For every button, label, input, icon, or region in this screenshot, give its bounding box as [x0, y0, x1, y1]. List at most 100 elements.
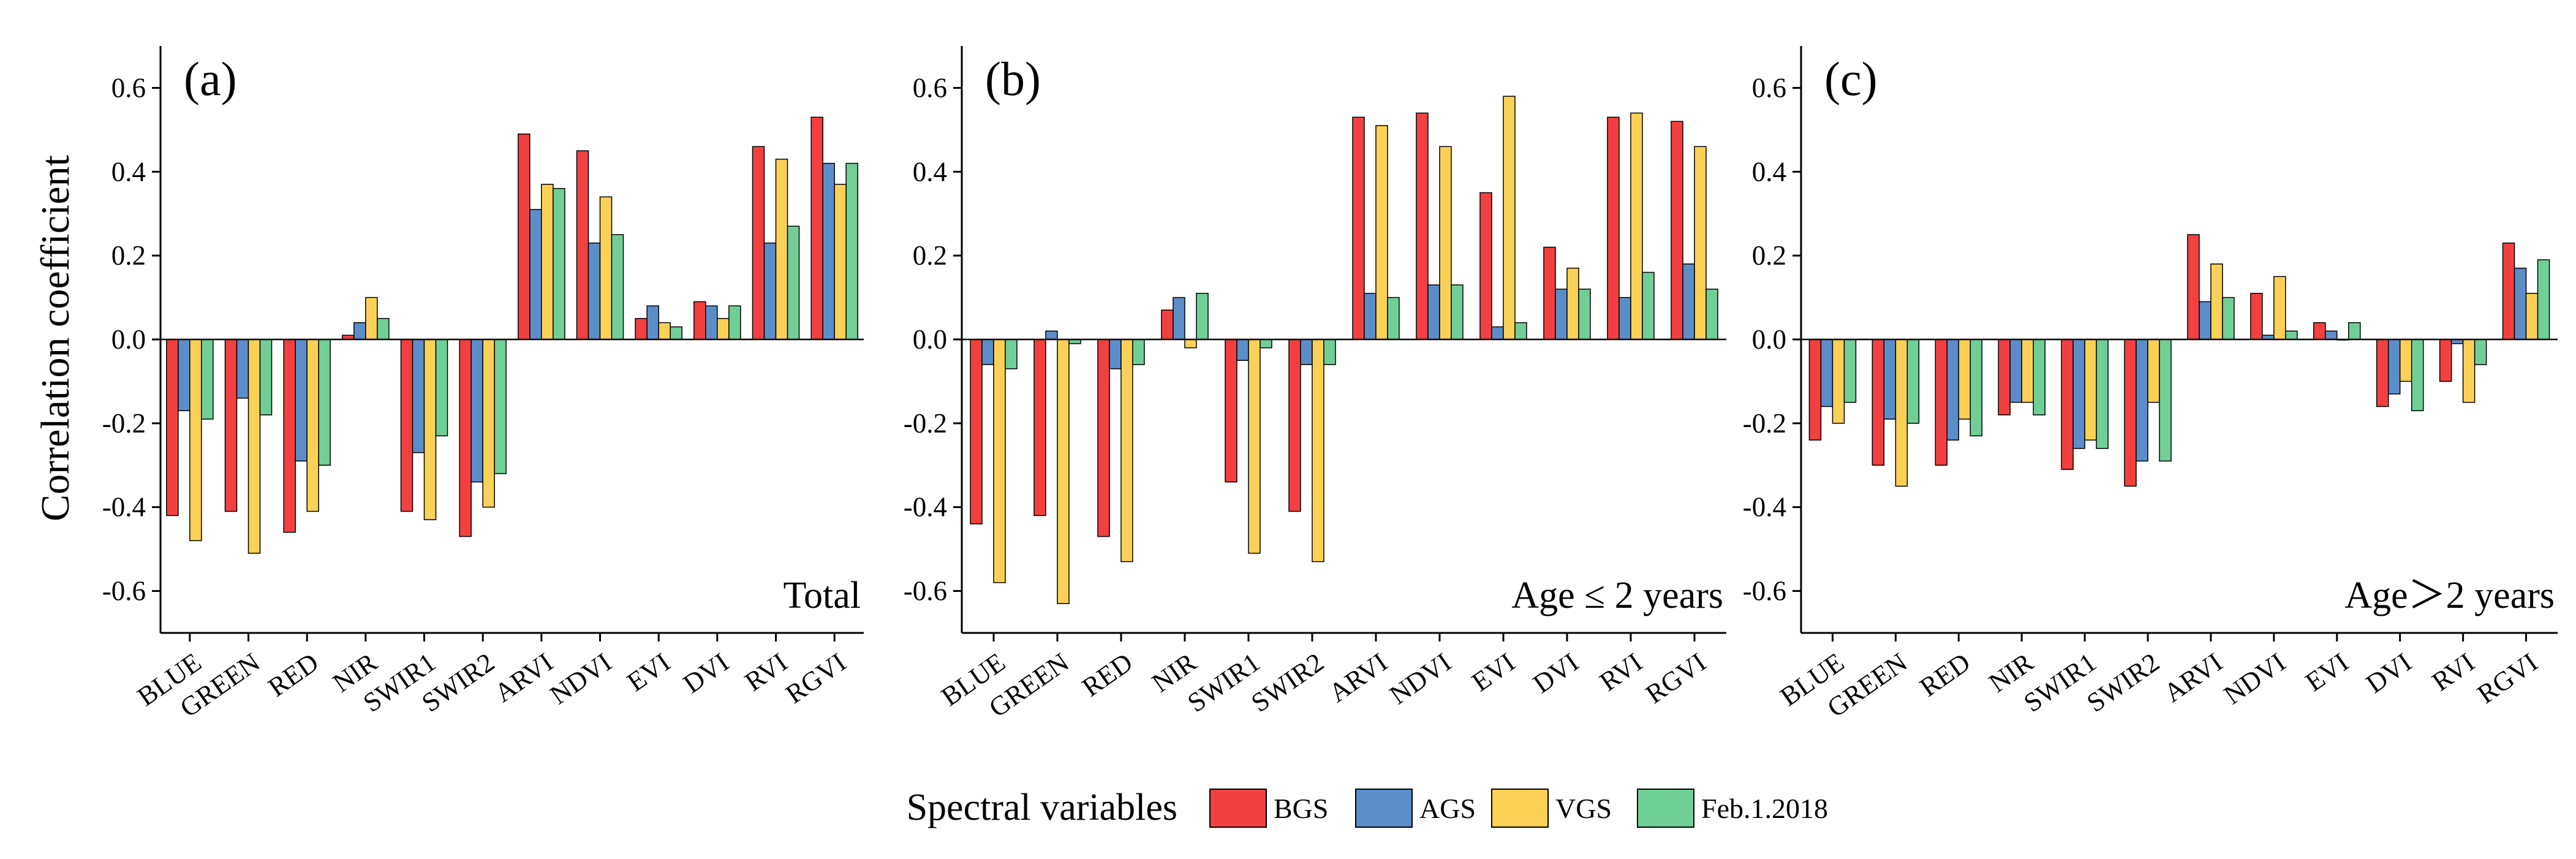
bar-feb-1-2018-dvi [728, 305, 741, 340]
bar-feb-1-2018-swir1 [435, 339, 448, 437]
bar-bgs-swir2 [459, 339, 472, 537]
panel-annotation: Age ≤ 2 years [1511, 575, 1723, 616]
bar-bgs-green [224, 339, 238, 512]
bar-bgs-rvi [1607, 116, 1620, 340]
bar-vgs-ndvi [1439, 146, 1452, 340]
bar-vgs-green [1895, 339, 1908, 487]
bar-feb-1-2018-arvi [553, 187, 565, 340]
bar-bgs-green [1872, 339, 1885, 466]
category-label: RGVI [2472, 647, 2543, 710]
bar-bgs-ndvi [1416, 112, 1429, 340]
y-tick-label: 0.6 [111, 72, 146, 103]
bar-vgs-evi [658, 322, 671, 340]
bar-vgs-swir2 [482, 339, 495, 508]
bar-feb-1-2018-swir2 [494, 339, 507, 474]
y-tick-label: 0.0 [111, 324, 146, 355]
bar-feb-1-2018-blue [1005, 339, 1018, 369]
bar-vgs-swir2 [2147, 339, 2160, 403]
category-label: DVI [2360, 647, 2417, 699]
bar-bgs-rgvi [2502, 242, 2515, 340]
y-tick-label: 0.2 [111, 240, 146, 271]
bar-vgs-ndvi [599, 196, 613, 340]
y-tick-label: -0.4 [102, 492, 146, 523]
bar-feb-1-2018-evi [2348, 322, 2361, 340]
bar-ags-dvi [2387, 339, 2401, 395]
category-label: EVI [622, 647, 676, 697]
bar-bgs-swir1 [2061, 339, 2074, 470]
category-label: NDVI [545, 647, 617, 710]
y-tick-label: 0.2 [913, 240, 947, 271]
bar-ags-red [1109, 339, 1122, 369]
bar-feb-1-2018-nir [377, 318, 390, 340]
y-tick-label: -0.6 [904, 576, 947, 607]
bar-vgs-evi [1503, 96, 1516, 340]
bar-bgs-red [283, 339, 296, 533]
bar-ags-blue [1820, 339, 1834, 407]
bar-feb-1-2018-blue [201, 339, 214, 420]
bar-bgs-blue [970, 339, 983, 524]
bar-bgs-arvi [2187, 234, 2200, 340]
bar-ags-swir1 [1236, 339, 1249, 361]
bar-vgs-swir1 [2084, 339, 2097, 441]
bar-ags-red [295, 339, 308, 462]
bar-ags-rvi [763, 242, 777, 340]
legend-swatch [1491, 789, 1549, 828]
y-axis-label: Correlation coefficient [33, 155, 78, 521]
bar-feb-1-2018-green [259, 339, 273, 415]
bar-feb-1-2018-ndvi [2285, 330, 2298, 340]
category-label: DVI [678, 647, 734, 699]
legend-swatch [1209, 789, 1267, 828]
legend: BGS AGS VGS Feb.1.2018 [1209, 789, 1828, 828]
panel-label: (b) [985, 52, 1041, 105]
bar-vgs-arvi [2210, 263, 2223, 340]
bar-vgs-green [247, 339, 261, 554]
legend-item-feb-1-2018: Feb.1.2018 [1637, 789, 1828, 828]
y-tick-label: -0.6 [1743, 576, 1786, 607]
bar-ags-dvi [1555, 289, 1568, 340]
bar-vgs-blue [189, 339, 202, 542]
bar-vgs-swir1 [1248, 339, 1261, 554]
bar-vgs-rgvi [2525, 292, 2539, 340]
bar-vgs-red [1120, 339, 1133, 562]
bar-ags-swir2 [2136, 339, 2148, 462]
category-label: NDVI [2218, 647, 2291, 710]
bar-feb-1-2018-arvi [1387, 297, 1400, 340]
bar-ags-swir1 [2072, 339, 2085, 449]
bar-vgs-dvi [2399, 339, 2412, 382]
bar-feb-1-2018-nir [2033, 339, 2045, 415]
legend-label: AGS [1419, 793, 1476, 824]
bar-ags-rgvi [822, 162, 835, 340]
bar-bgs-blue [1808, 339, 1822, 441]
bar-ags-swir2 [1300, 339, 1313, 365]
bar-ags-arvi [2199, 301, 2212, 340]
bar-bgs-swir1 [1225, 339, 1237, 483]
bar-ags-green [236, 339, 249, 399]
legend-item-bgs: BGS [1209, 789, 1328, 828]
bar-feb-1-2018-dvi [2411, 339, 2424, 412]
y-tick-label: -0.2 [102, 408, 146, 439]
category-label: RED [1914, 647, 1976, 703]
bar-feb-1-2018-ndvi [611, 234, 624, 340]
bar-bgs-nir [1998, 339, 2011, 415]
bar-vgs-blue [1832, 339, 1845, 424]
bar-ags-nir [2009, 339, 2022, 403]
category-label: SWIR2 [2082, 647, 2165, 718]
bar-bgs-dvi [1543, 246, 1556, 340]
bar-bgs-ndvi [576, 150, 589, 340]
bar-bgs-dvi [693, 301, 706, 340]
y-tick-label: -0.2 [904, 408, 947, 439]
bar-feb-1-2018-swir2 [1323, 339, 1336, 365]
bar-bgs-rgvi [810, 116, 823, 340]
bar-vgs-ndvi [2273, 276, 2286, 340]
category-label: RED [1077, 647, 1138, 703]
bar-vgs-dvi [1566, 267, 1579, 340]
bar-vgs-green [1057, 339, 1070, 604]
bar-bgs-swir2 [1288, 339, 1301, 512]
bar-ags-red [1946, 339, 1960, 441]
panel-label: (c) [1824, 52, 1878, 105]
legend-swatch [1355, 789, 1413, 828]
bar-ags-arvi [529, 209, 542, 340]
